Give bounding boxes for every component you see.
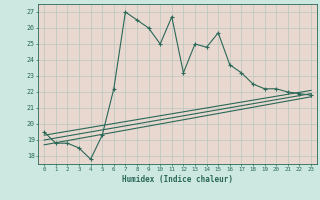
X-axis label: Humidex (Indice chaleur): Humidex (Indice chaleur) [122, 175, 233, 184]
